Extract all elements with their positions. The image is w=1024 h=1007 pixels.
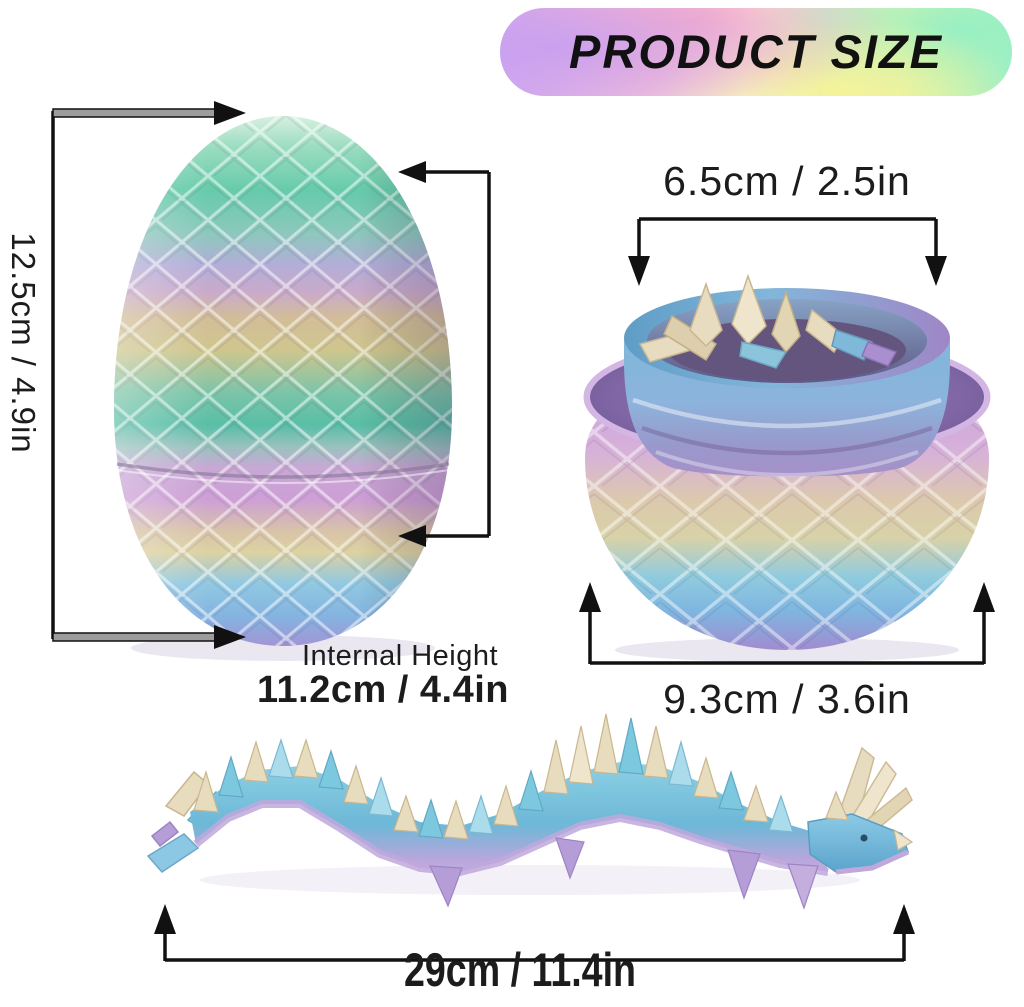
arrowhead-down — [628, 256, 650, 286]
inner-cup-wall — [624, 338, 950, 477]
product-size-banner: PRODUCT SIZE — [500, 8, 1012, 96]
arrowhead-right — [214, 625, 246, 649]
egg-seam — [116, 462, 450, 479]
outer-width-bracket — [579, 582, 995, 665]
egg-height-label: 12.5cm / 4.9in — [5, 232, 42, 454]
dragon-length-bracket — [154, 904, 915, 962]
arrowhead-right — [214, 101, 246, 125]
dragon-length-label: 29cm / 11.4in — [403, 943, 637, 996]
egg-height-bracket — [51, 101, 246, 649]
arrowhead-up — [893, 904, 915, 934]
open-egg-illustration — [583, 273, 991, 650]
dragon-illustration — [146, 713, 914, 910]
opening-diameter-label: 6.5cm / 2.5in — [663, 158, 911, 204]
closed-egg-illustration — [114, 116, 452, 646]
dragon-back-spikes — [193, 713, 794, 840]
opening-width-bracket — [628, 217, 947, 286]
arrowhead-up — [154, 904, 176, 934]
internal-height-value: 11.2cm / 4.4in — [256, 669, 510, 711]
internal-height-bracket — [398, 161, 491, 547]
packed-dragon-crystals — [638, 273, 898, 369]
internal-height-title: Internal Height — [301, 640, 499, 672]
arrowhead-up — [579, 582, 601, 612]
dragon-head — [807, 746, 914, 875]
dragon-feet — [429, 837, 819, 910]
banner-title: PRODUCT SIZE — [569, 24, 943, 78]
arrowhead-up — [973, 582, 995, 612]
dragon-shadow — [200, 865, 860, 895]
arrowhead-left — [398, 161, 426, 183]
arrowhead-left — [398, 525, 426, 547]
arrowhead-down — [925, 256, 947, 286]
outer-diameter-label: 9.3cm / 3.6in — [663, 676, 911, 722]
